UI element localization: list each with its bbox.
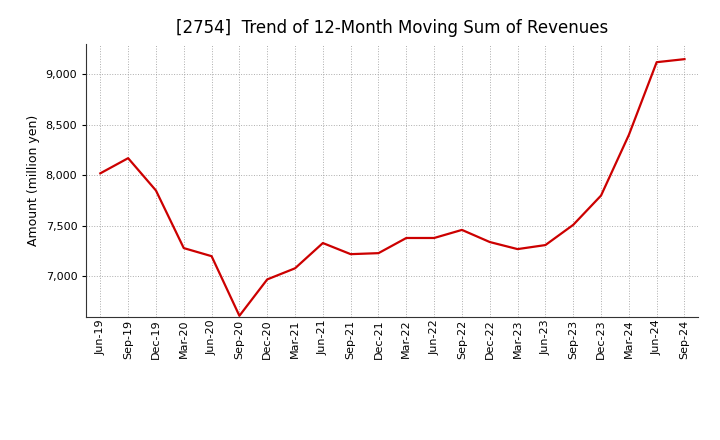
Y-axis label: Amount (million yen): Amount (million yen) — [27, 115, 40, 246]
Title: [2754]  Trend of 12-Month Moving Sum of Revenues: [2754] Trend of 12-Month Moving Sum of R… — [176, 19, 608, 37]
